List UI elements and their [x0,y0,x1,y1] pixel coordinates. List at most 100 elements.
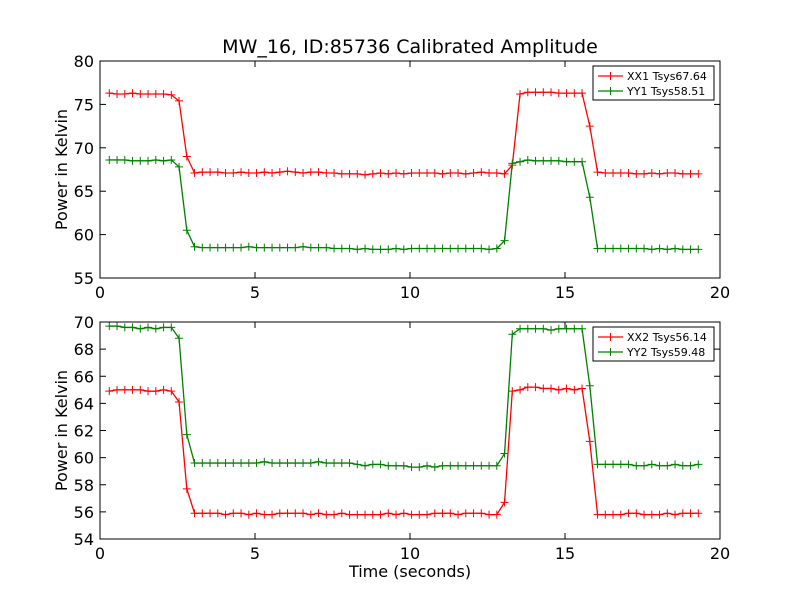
legend-label: YY1 Tsys58.51 [626,85,705,98]
data-point [508,330,517,339]
data-point [516,324,525,333]
data-point [268,459,277,468]
data-point [237,243,246,252]
y-tick-label: 60 [74,449,94,468]
x-tick-label: 5 [250,544,260,563]
data-point [144,323,153,332]
legend-box [592,65,715,101]
data-point [547,156,556,165]
data-point [624,509,633,518]
data-point [609,460,618,469]
data-point [585,122,594,131]
data-point [337,459,346,468]
legend-marker [606,72,615,80]
data-point [159,323,168,332]
y-tick-label: 62 [74,422,94,441]
data-point [120,385,129,394]
bottom-chart: 0 5 10 15 20 54 56 58 60 62 64 66 68 70 Power in Kelvi… [52,313,730,581]
y-tick-label: 64 [74,394,94,413]
data-point [237,509,246,518]
data-point [539,156,548,165]
data-point [500,169,509,178]
data-point [182,152,191,161]
data-point [601,244,610,253]
data-point [198,459,207,468]
data-point [694,169,703,178]
data-point [430,168,439,177]
data-point [469,509,478,518]
data-point [221,459,230,468]
data-point [570,157,579,166]
data-point [198,243,207,252]
data-point [252,168,261,177]
data-point [415,463,424,472]
data-point [330,168,339,177]
data-point [438,509,447,518]
y-tick-label: 60 [74,226,94,245]
data-point [175,162,184,171]
data-point [616,168,625,177]
legend-marker [606,87,615,95]
data-point [547,384,556,393]
data-point [477,509,486,518]
data-point [128,89,137,98]
data-point [175,334,184,343]
data-point [593,168,602,177]
data-point [632,509,641,518]
data-point [384,169,393,178]
data-point [113,89,122,98]
data-point [508,159,517,168]
data-point [221,168,230,177]
data-point [322,243,331,252]
data-point [105,387,114,396]
data-point [578,89,587,98]
data-point [144,89,153,98]
data-point [678,245,687,254]
data-point [120,155,129,164]
data-point [322,168,331,177]
data-point [616,244,625,253]
data-point [330,459,339,468]
data-point [136,89,145,98]
data-point [686,245,695,254]
data-point [454,244,463,253]
data-point [554,156,563,165]
data-point [283,459,292,468]
data-point [454,510,463,519]
data-point [407,510,416,519]
data-point [485,245,494,254]
x-tick-label: 5 [250,283,260,302]
data-point [446,461,455,470]
data-point [492,510,501,519]
data-point [678,169,687,178]
data-point [128,385,137,394]
data-point [345,244,354,253]
data-point [609,510,618,519]
data-point [500,236,509,245]
data-point [299,509,308,518]
data-point [306,168,315,177]
data-point [229,243,238,252]
data-point [531,383,540,392]
data-point [570,385,579,394]
data-point [477,244,486,253]
data-point [523,155,532,164]
data-point [159,89,168,98]
data-point [647,168,656,177]
data-point [523,383,532,392]
x-tick-label: 15 [555,283,575,302]
data-point [469,244,478,253]
data-point [283,509,292,518]
data-point [198,168,207,177]
data-point [531,88,540,97]
data-point [392,461,401,470]
data-point [570,324,579,333]
data-point [299,459,308,468]
data-point [516,385,525,394]
data-point [477,168,486,177]
data-point [376,510,385,519]
data-point [399,461,408,470]
data-point [190,459,199,468]
data-point [213,509,222,518]
data-point [516,89,525,98]
